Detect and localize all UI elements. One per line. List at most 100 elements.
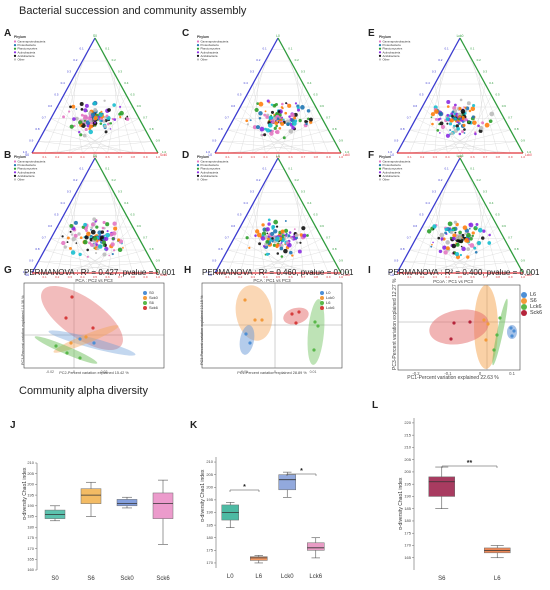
ternary-left-tick: 0.7 bbox=[407, 236, 412, 240]
ternary-point bbox=[280, 242, 283, 244]
ternary-point bbox=[471, 234, 474, 237]
point-l6 bbox=[312, 348, 316, 352]
ternary-bottom-tick: 0.4 bbox=[80, 275, 85, 279]
legend-g-label-0: S0 bbox=[149, 290, 154, 295]
ternary-point bbox=[287, 234, 291, 238]
ternary-bottom-tick: 0.9 bbox=[326, 275, 331, 279]
ternary-point bbox=[265, 240, 270, 244]
ternary-point bbox=[447, 221, 453, 227]
ytick-label-K: 210 bbox=[206, 459, 213, 464]
ternary-point bbox=[106, 230, 109, 233]
ternary-left-tick: 0.9 bbox=[212, 139, 217, 143]
ternary-point bbox=[70, 250, 76, 255]
ternary-point bbox=[117, 247, 123, 253]
ternary-point bbox=[258, 117, 262, 120]
ternary-point bbox=[463, 132, 466, 134]
ternary-point bbox=[89, 117, 92, 120]
ternary-point bbox=[255, 125, 261, 130]
ternary-point bbox=[293, 228, 296, 230]
ternary-point bbox=[270, 231, 275, 236]
ternary-bottom-tick: 0.7 bbox=[483, 275, 488, 279]
ternary-point bbox=[261, 134, 264, 136]
legend-i-label-0: L6 bbox=[530, 292, 537, 298]
point-lck6 bbox=[492, 348, 496, 352]
ternary-bottom-tick: 0.3 bbox=[251, 275, 256, 279]
legend-h-label-2: L6 bbox=[326, 300, 331, 305]
box-K-Lck6 bbox=[307, 542, 325, 551]
ternary-gridline bbox=[284, 49, 329, 154]
ternary-right-tick: 0.6 bbox=[502, 104, 507, 108]
ternary-point bbox=[80, 123, 83, 126]
ternary-gridline bbox=[403, 261, 511, 274]
ternary-point bbox=[270, 103, 274, 107]
ternary-left-label: L0 bbox=[390, 153, 394, 157]
ternary-point bbox=[90, 226, 94, 230]
ternary-point bbox=[481, 121, 485, 125]
ternary-top-label: S0 bbox=[93, 34, 97, 38]
ellipse-sck6 bbox=[429, 309, 489, 345]
ytick-label-L: 190 bbox=[404, 494, 411, 499]
legend-i-swatch-3 bbox=[521, 310, 527, 316]
ternary-gridline bbox=[246, 95, 279, 154]
ternary-point bbox=[256, 232, 262, 238]
ternary-legend-label: Actinobacteria bbox=[383, 50, 401, 54]
panel-label-f: F bbox=[368, 150, 375, 161]
ternary-point bbox=[302, 233, 307, 238]
ternary-legend-swatch bbox=[196, 47, 200, 50]
ternary-point bbox=[434, 117, 438, 121]
ternary-legend-label: Planctomycetes bbox=[383, 47, 403, 51]
ternary-point bbox=[451, 110, 455, 114]
ternary-bottom-tick: 0.5 bbox=[458, 275, 463, 279]
ternary-point bbox=[468, 227, 471, 230]
ternary-left-tick: 0.2 bbox=[438, 58, 443, 62]
ternary-bottom-tick: 0.6 bbox=[106, 275, 111, 279]
panel-label-d: D bbox=[182, 150, 190, 161]
ternary-right-tick: 0.7 bbox=[143, 236, 148, 240]
ternary-point bbox=[84, 127, 88, 132]
ytick-label-L: 205 bbox=[404, 457, 411, 462]
ternary-point bbox=[477, 124, 480, 128]
ternary-bottom-tick: 0.5 bbox=[276, 155, 281, 159]
ternary-point bbox=[91, 222, 95, 227]
legend-i-label-1: S6 bbox=[530, 298, 537, 304]
ternary-right-tick: 0.9 bbox=[521, 139, 526, 143]
ternary-point bbox=[99, 122, 103, 125]
ellipse-s0 bbox=[48, 330, 136, 356]
ternary-point bbox=[476, 240, 482, 246]
ternary-point bbox=[245, 236, 249, 240]
ternary-right-axis bbox=[277, 37, 342, 154]
ternary-point bbox=[93, 121, 97, 124]
ytick-label-J: 175 bbox=[27, 535, 34, 540]
panel-label-l: L bbox=[372, 400, 379, 411]
ternary-point bbox=[107, 108, 111, 112]
ternary-plot: 0.1 0.1 0.1 0.2 0.2 0.2 0.3 0.3 0.3 0.4 0.4 0.4 0.5 0… bbox=[13, 34, 167, 159]
legend-i-swatch-0 bbox=[521, 292, 527, 298]
point-s0 bbox=[92, 341, 96, 345]
ternary-point bbox=[112, 249, 116, 252]
ellipse-l6 bbox=[307, 299, 325, 365]
ternary-right-label: Lck0 bbox=[525, 153, 532, 157]
ternary-point bbox=[78, 130, 81, 134]
ternary-left-label: L6 bbox=[390, 273, 394, 277]
ternary-point bbox=[265, 115, 269, 119]
ytick-label-J: 165 bbox=[27, 557, 34, 562]
ternary-bottom-tick: 0.7 bbox=[118, 155, 123, 159]
ternary-point bbox=[462, 123, 466, 127]
ternary-gridline bbox=[277, 215, 310, 274]
ternary-bottom-tick: 0.2 bbox=[420, 275, 425, 279]
ternary-right-tick: 0.6 bbox=[320, 104, 325, 108]
ternary-point bbox=[449, 118, 454, 123]
panel-label-a: A bbox=[4, 28, 12, 39]
ternary-left-tick: 0.7 bbox=[42, 116, 47, 120]
ternary-point bbox=[445, 133, 451, 138]
ternary-right-tick: 1.0 bbox=[345, 150, 350, 154]
ternary-point bbox=[290, 237, 294, 240]
ternary-right-tick: 0.4 bbox=[489, 201, 494, 205]
point-s6 bbox=[484, 338, 488, 342]
ternary-gridline bbox=[472, 60, 498, 154]
ternary-point bbox=[104, 248, 106, 251]
ternary-legend-label: Planctomycetes bbox=[18, 167, 38, 171]
ternary-point bbox=[455, 124, 459, 128]
ternary-point bbox=[431, 243, 433, 246]
ternary-point bbox=[62, 115, 65, 119]
